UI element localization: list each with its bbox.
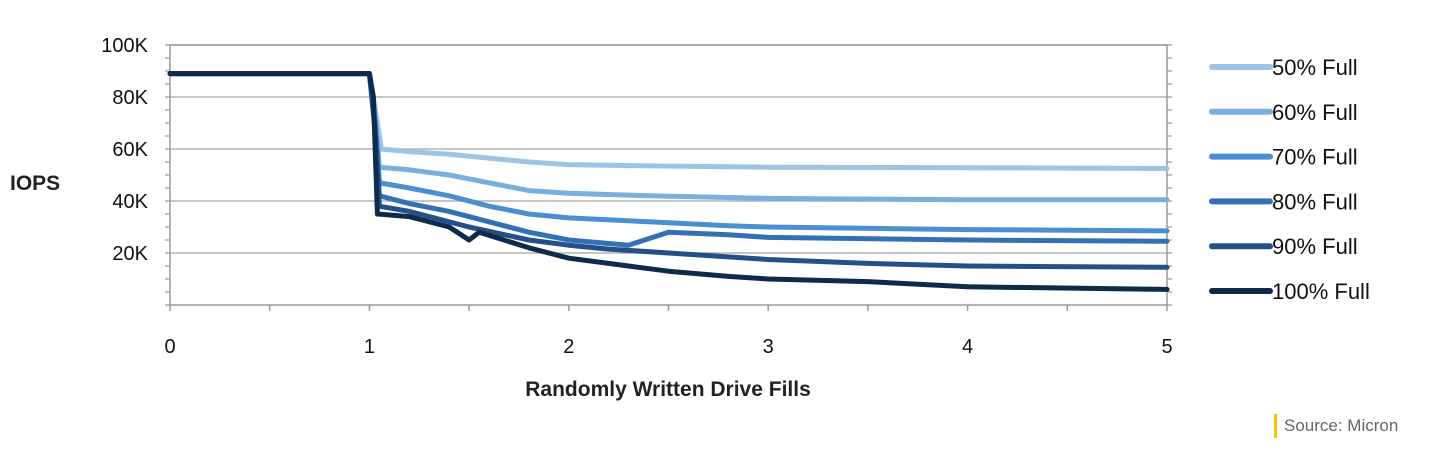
source-text: Source: Micron bbox=[1284, 416, 1399, 435]
series-line-1 bbox=[167, 71, 1170, 171]
legend-label: 90% Full bbox=[1272, 234, 1358, 259]
source-credit: Source: Micron bbox=[1274, 414, 1398, 438]
legend: 50% Full 60% Full 70% Full 80% Full 90% Full… bbox=[1209, 55, 1370, 304]
plot-frame bbox=[169, 44, 1168, 306]
series-line-4 bbox=[167, 71, 1170, 248]
y-tick-label: 40K bbox=[112, 191, 148, 213]
y-tick-labels: 20K 40K 60K 80K 100K bbox=[101, 35, 148, 265]
y-axis-title: IOPS bbox=[10, 172, 60, 195]
x-tick-label: 0 bbox=[164, 336, 175, 358]
x-tick-label: 4 bbox=[962, 336, 973, 358]
x-tick-label: 5 bbox=[1161, 336, 1172, 358]
x-tick-label: 1 bbox=[364, 336, 375, 358]
x-tick-labels: 0 1 2 3 4 5 bbox=[164, 336, 1172, 358]
source-accent-bar bbox=[1274, 414, 1277, 438]
legend-label: 50% Full bbox=[1272, 55, 1358, 80]
series-layer bbox=[167, 71, 1170, 292]
series-line-6 bbox=[167, 71, 1170, 292]
x-tick-label: 2 bbox=[563, 336, 574, 358]
minor-ticks bbox=[165, 44, 1172, 311]
y-tick-label: 80K bbox=[112, 87, 148, 109]
legend-label: 100% Full bbox=[1272, 279, 1370, 304]
series-line-2 bbox=[167, 71, 1170, 203]
y-tick-label: 60K bbox=[112, 139, 148, 161]
x-axis-title: Randomly Written Drive Fills bbox=[525, 378, 811, 401]
x-tick-label: 3 bbox=[763, 336, 774, 358]
y-tick-label: 100K bbox=[101, 35, 148, 57]
legend-label: 60% Full bbox=[1272, 100, 1358, 125]
y-tick-label: 20K bbox=[112, 243, 148, 265]
legend-label: 70% Full bbox=[1272, 145, 1358, 170]
legend-label: 80% Full bbox=[1272, 189, 1358, 214]
